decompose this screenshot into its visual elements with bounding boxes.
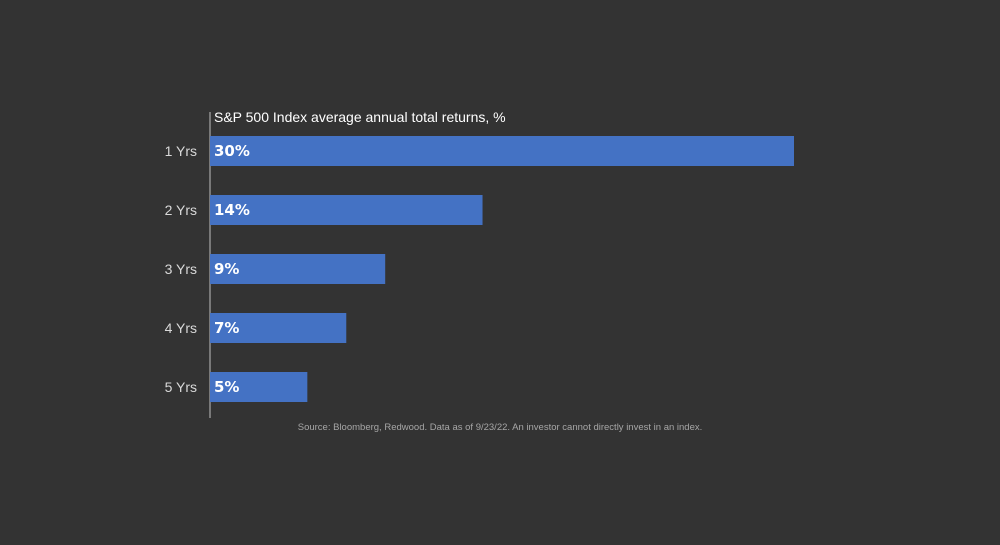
value-label: 30% xyxy=(214,142,250,160)
bar-1-yrs xyxy=(210,136,794,166)
category-label: 2 Yrs xyxy=(165,202,197,218)
value-label: 5% xyxy=(214,378,239,396)
bars-group: 1 Yrs 30% 2 Yrs 14% 3 Yrs 9% 4 Yrs 7% 5 Yrs 5% xyxy=(165,136,794,402)
bar-3-yrs xyxy=(210,254,386,284)
category-label: 5 Yrs xyxy=(165,379,197,395)
chart-title: S&P 500 Index average annual total retur… xyxy=(214,109,506,125)
category-label: 3 Yrs xyxy=(165,261,197,277)
bar-4-yrs xyxy=(210,313,347,343)
bar-2-yrs xyxy=(210,195,483,225)
category-label: 4 Yrs xyxy=(165,320,197,336)
source-note: Source: Bloomberg, Redwood. Data as of 9… xyxy=(298,422,703,433)
bar-5-yrs xyxy=(210,372,308,402)
value-label: 14% xyxy=(214,201,250,219)
value-label: 9% xyxy=(214,260,239,278)
value-label: 7% xyxy=(214,319,239,337)
category-label: 1 Yrs xyxy=(165,143,197,159)
